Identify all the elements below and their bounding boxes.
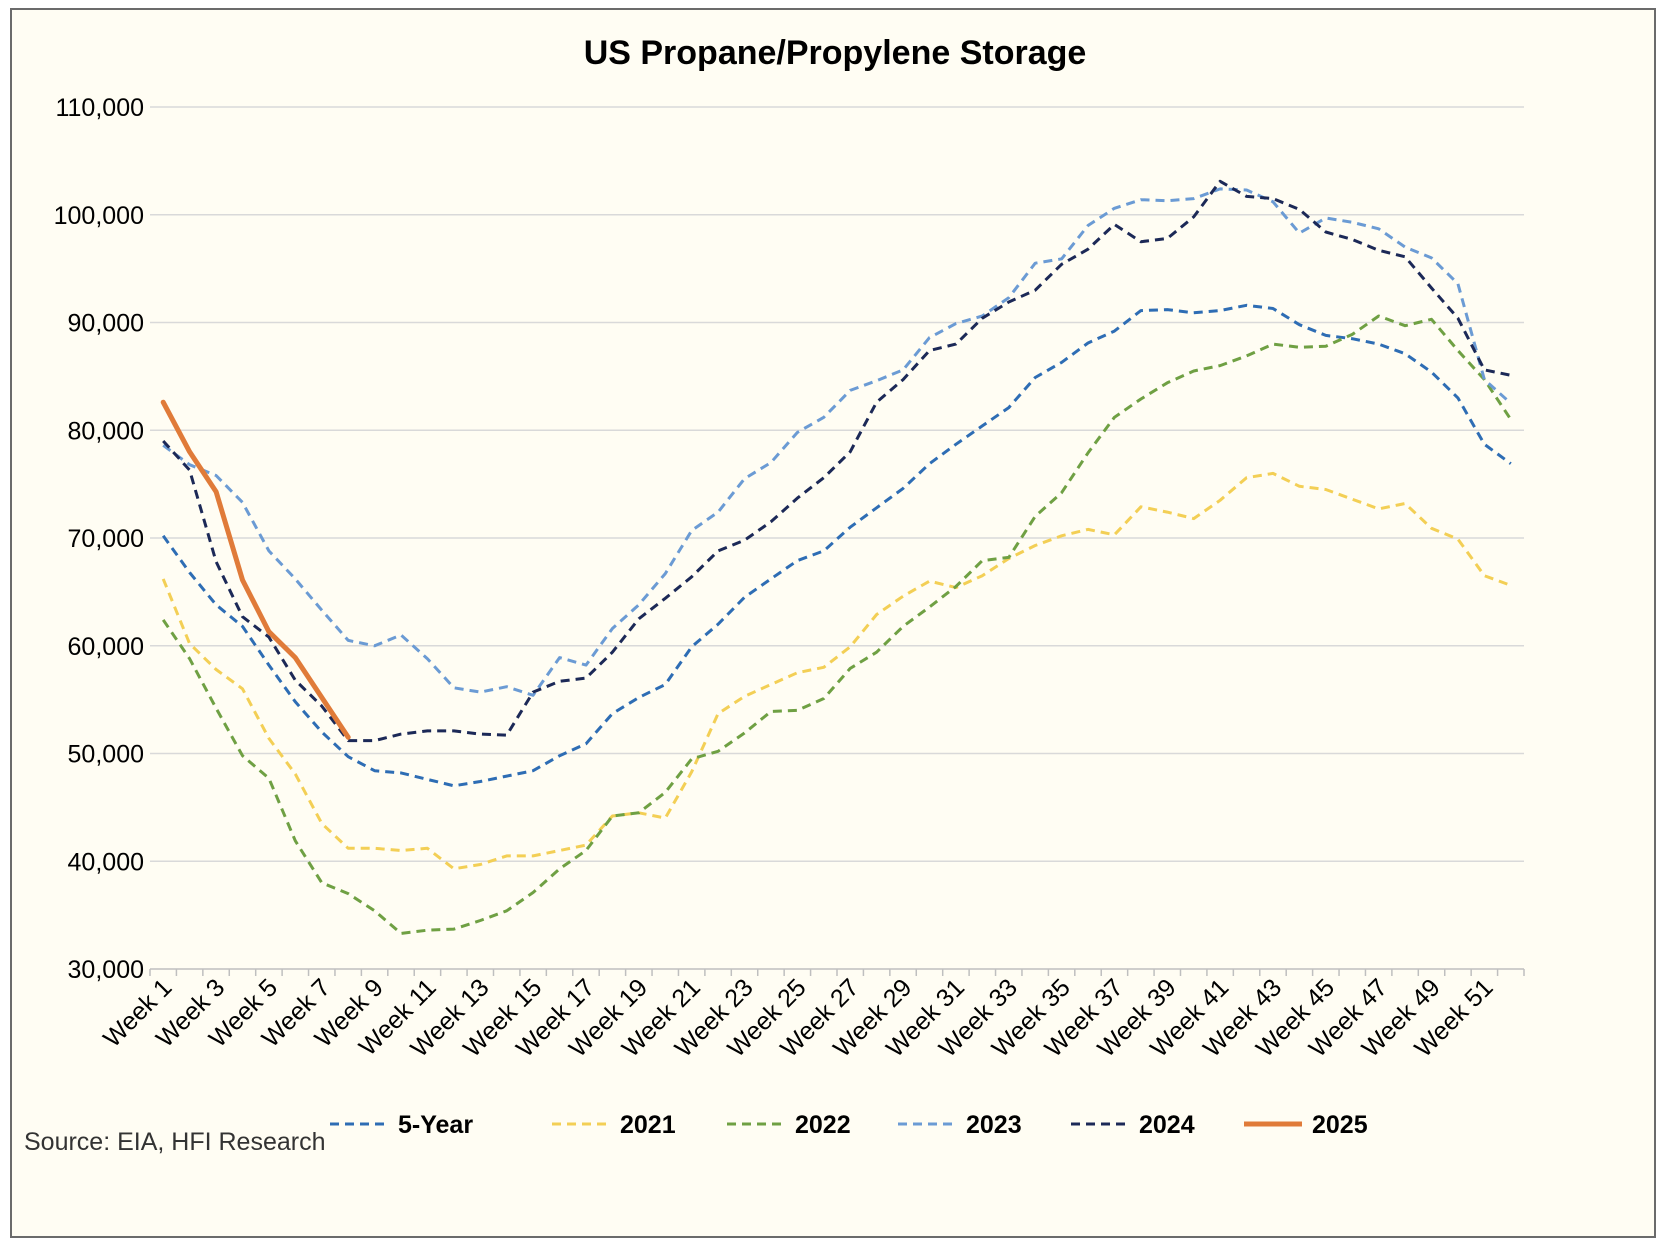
series-line-2025 bbox=[160, 399, 351, 740]
y-tick-label: 110,000 bbox=[55, 94, 144, 122]
series-line-2023 bbox=[162, 187, 1512, 697]
legend-label: 2023 bbox=[966, 1111, 1022, 1139]
y-tick-label: 90,000 bbox=[68, 310, 144, 338]
series-line-2022 bbox=[161, 314, 1513, 935]
series-line-5-year bbox=[161, 303, 1512, 788]
source-note: Source: EIA, HFI Research bbox=[24, 1128, 326, 1156]
series-line-2021 bbox=[161, 471, 1512, 871]
y-tick-label: 60,000 bbox=[68, 633, 144, 661]
y-tick-label: 70,000 bbox=[68, 525, 144, 553]
legend-label: 2025 bbox=[1312, 1111, 1368, 1139]
line-chart: US Propane/Propylene Storage 30,000 40,00… bbox=[24, 34, 1525, 1156]
legend-label: 2024 bbox=[1139, 1111, 1195, 1139]
chart-title: US Propane/Propylene Storage bbox=[584, 34, 1087, 72]
y-tick-label: 40,000 bbox=[68, 848, 144, 876]
legend-label: 5-Year bbox=[398, 1111, 473, 1139]
legend-label: 2021 bbox=[620, 1111, 676, 1139]
legend: 5-Year 2021 2022 2023 2024 2025 bbox=[330, 1111, 1368, 1139]
y-tick-label: 50,000 bbox=[68, 741, 144, 769]
y-tick-label: 100,000 bbox=[54, 202, 144, 230]
series-lines bbox=[160, 179, 1513, 935]
axes: 30,000 40,000 50,000 60,000 70,000 80,000 90,0… bbox=[54, 94, 1525, 1063]
gridlines bbox=[150, 106, 1524, 862]
chart-frame: US Propane/Propylene Storage 30,000 40,00… bbox=[10, 8, 1656, 1238]
y-tick-label: 30,000 bbox=[68, 956, 144, 984]
legend-label: 2022 bbox=[795, 1111, 851, 1139]
y-tick-label: 80,000 bbox=[68, 417, 144, 445]
